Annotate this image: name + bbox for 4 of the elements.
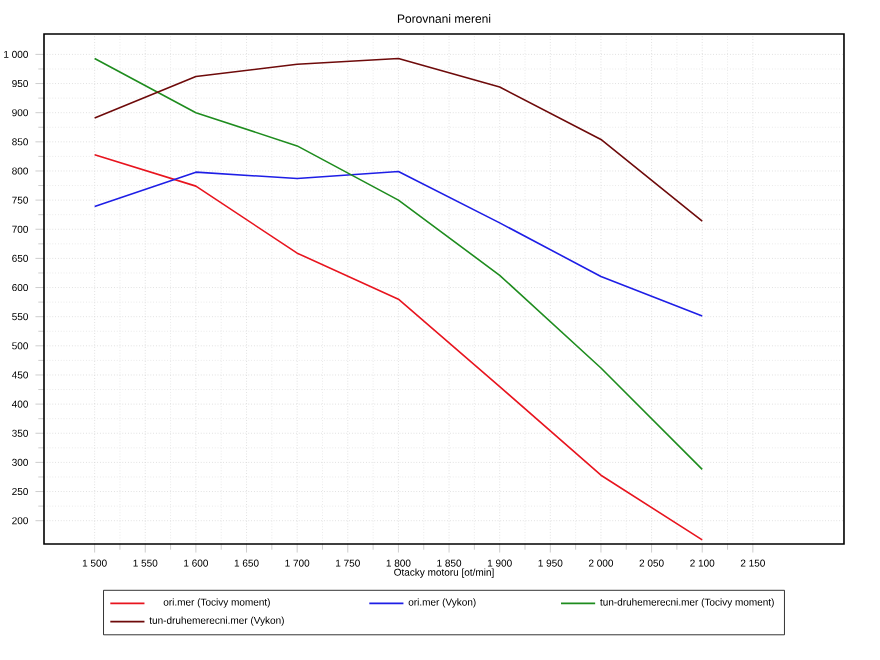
line-series — [93, 57, 704, 222]
line-series — [93, 57, 704, 471]
line-series — [93, 170, 704, 317]
line-series — [93, 153, 704, 541]
